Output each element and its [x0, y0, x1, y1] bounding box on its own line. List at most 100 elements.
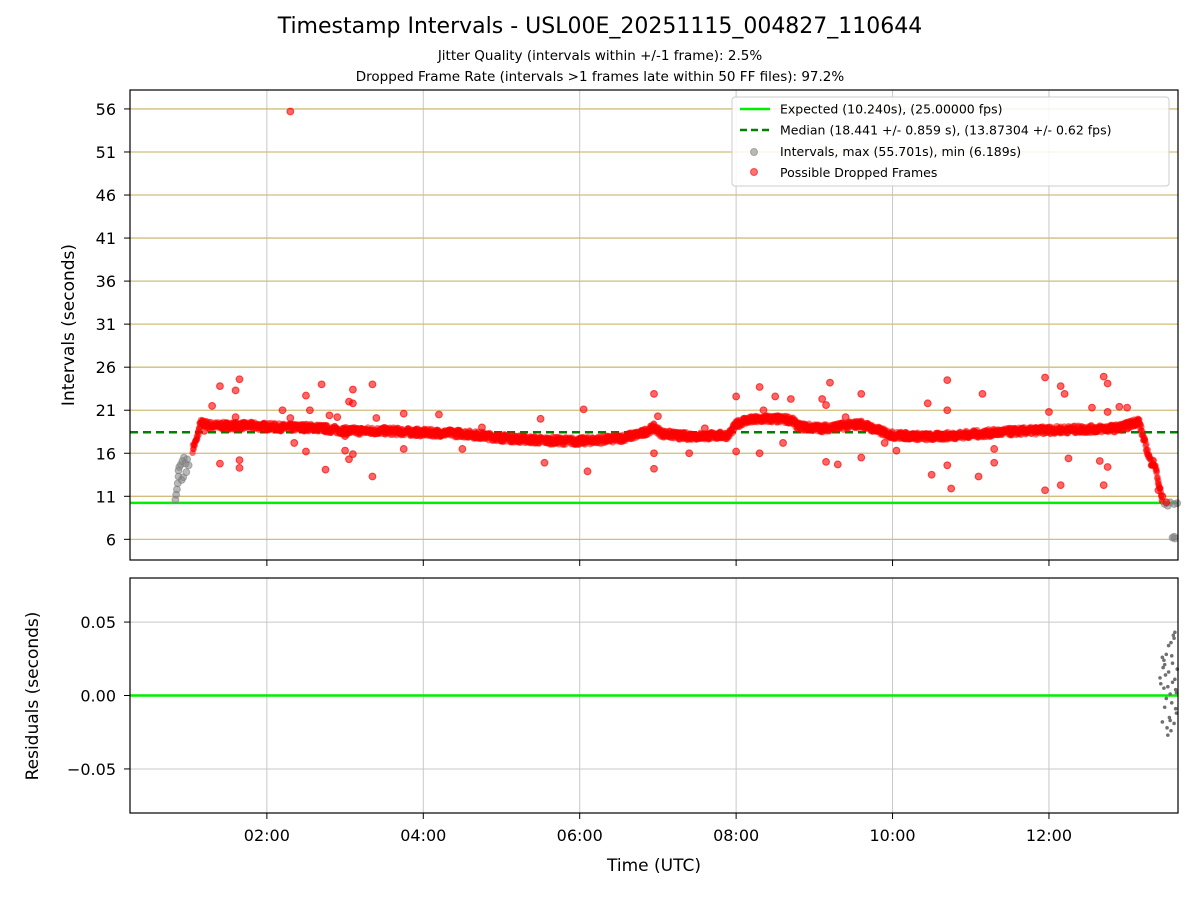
dropped-point-19 — [333, 413, 342, 422]
dropped-point-74 — [1041, 373, 1049, 382]
dropped-point-73 — [990, 458, 999, 467]
dropped-point-10 — [286, 107, 295, 116]
dropped-point-58 — [833, 460, 842, 469]
residual-point-5 — [1162, 705, 1167, 710]
dropped-point-60 — [857, 389, 866, 398]
residual-point-30 — [1162, 662, 1167, 667]
dropped-point-13 — [302, 391, 310, 400]
dropped-point-24 — [348, 450, 357, 459]
dropped-point-49 — [759, 406, 768, 415]
dropped-point-48 — [755, 383, 764, 391]
chart-title: Timestamp Intervals - USL00E_20251115_00… — [277, 14, 923, 39]
bottom-xtick-label-3: 08:00 — [713, 826, 759, 845]
dropped-point-12 — [290, 439, 299, 447]
residual-point-14 — [1169, 701, 1174, 705]
dropped-point-51 — [771, 392, 780, 401]
residual-point-26 — [1169, 728, 1173, 733]
dropped-point-3 — [216, 459, 224, 468]
bottom-xtick-label-0: 02:00 — [244, 826, 290, 845]
dropped-point-66 — [943, 376, 952, 384]
dropped-point-30 — [399, 409, 408, 418]
dropped-point-82 — [1091, 426, 1100, 435]
dropped-point-63 — [892, 446, 901, 455]
dropped-point-37 — [540, 458, 549, 467]
residual-point-27 — [1170, 680, 1175, 685]
residual-point-20 — [1174, 711, 1179, 715]
dropped-point-93 — [1162, 498, 1171, 507]
top-ytick-label-5: 31 — [96, 315, 116, 334]
residual-point-0 — [1158, 676, 1162, 680]
dropped-point-38 — [579, 405, 588, 414]
residual-point-15 — [1170, 661, 1175, 665]
legend-expected-label: Expected (10.240s), (25.00000 fps) — [780, 102, 1002, 117]
dropped-point-2 — [216, 382, 224, 391]
residual-point-23 — [1162, 658, 1166, 663]
dropped-point-50 — [755, 449, 764, 458]
dropped-point-43 — [650, 464, 658, 473]
residual-point-24 — [1164, 696, 1169, 701]
bottom-xtick-label-4: 10:00 — [869, 826, 915, 845]
legend-box — [731, 96, 1170, 187]
dropped-point-22 — [348, 385, 357, 394]
dropped-frames-band — [189, 412, 1166, 505]
top-axes-frame — [129, 89, 1179, 561]
bottom-ytick-label-1: 0.00 — [80, 687, 116, 706]
dropped-point-36 — [536, 414, 545, 423]
residual-point-31 — [1166, 684, 1170, 689]
top-axis-ticks: 6 11 16 21 26 31 36 41 46 51 56 — [96, 100, 1050, 566]
dropped-point-67 — [943, 406, 952, 415]
residual-point-34 — [1173, 630, 1177, 635]
dropped-point-28 — [368, 472, 377, 481]
dropped-point-54 — [818, 395, 827, 403]
top-ytick-label-1: 11 — [96, 487, 116, 506]
dropped-point-55 — [822, 401, 830, 409]
dropped-point-20 — [341, 446, 349, 455]
top-y-axis-label: Intervals (seconds) — [59, 244, 79, 406]
residual-point-8 — [1165, 726, 1169, 730]
dropped-point-31 — [399, 445, 408, 453]
dropped-point-33 — [435, 410, 443, 419]
residual-point-16 — [1171, 633, 1176, 638]
dropped-point-8 — [235, 463, 244, 472]
residual-point-18 — [1173, 677, 1177, 682]
dropped-point-40 — [650, 389, 658, 398]
residual-point-28 — [1172, 636, 1176, 641]
dropped-point-25 — [341, 432, 349, 440]
dropped-point-47 — [732, 447, 741, 456]
dropped-point-52 — [779, 439, 787, 447]
residual-point-4 — [1162, 686, 1166, 690]
dropped-point-86 — [1103, 463, 1112, 471]
chart-subtitle-dropped: Dropped Frame Rate (intervals >1 frames … — [355, 69, 845, 85]
residual-point-22 — [1160, 720, 1165, 724]
dropped-point-85 — [1103, 379, 1112, 388]
interval-point-23 — [1170, 534, 1179, 543]
dropped-band-point — [1153, 467, 1161, 475]
dropped-point-53 — [786, 395, 795, 403]
dropped-point-34 — [458, 445, 467, 453]
dropped-point-4 — [231, 386, 240, 395]
dropped-point-92 — [1158, 492, 1167, 501]
dropped-point-78 — [1060, 389, 1069, 398]
bottom-ytick-label-2: −0.05 — [67, 760, 116, 779]
dropped-point-70 — [978, 389, 987, 398]
dropped-point-45 — [700, 424, 709, 433]
residual-point-12 — [1168, 692, 1172, 696]
top-ytick-label-4: 26 — [96, 358, 116, 377]
dropped-point-18 — [325, 411, 334, 420]
bottom-xtick-label-5: 12:00 — [1026, 826, 1072, 845]
dropped-point-41 — [654, 412, 662, 421]
dropped-point-15 — [305, 406, 314, 415]
legend-intervals-label: Intervals, max (55.701s), min (6.189s) — [780, 144, 1021, 159]
bottom-xtick-label-2: 06:00 — [557, 826, 603, 845]
dropped-point-89 — [1115, 402, 1124, 411]
dropped-point-57 — [822, 457, 830, 466]
dropped-point-59 — [841, 413, 850, 422]
dropped-point-87 — [1099, 481, 1108, 490]
residual-point-11 — [1167, 715, 1172, 720]
residual-point-1 — [1158, 681, 1163, 686]
dropped-point-62 — [880, 439, 889, 447]
dropped-point-81 — [1088, 403, 1096, 412]
dropped-point-44 — [685, 449, 694, 458]
dropped-point-6 — [231, 413, 240, 422]
